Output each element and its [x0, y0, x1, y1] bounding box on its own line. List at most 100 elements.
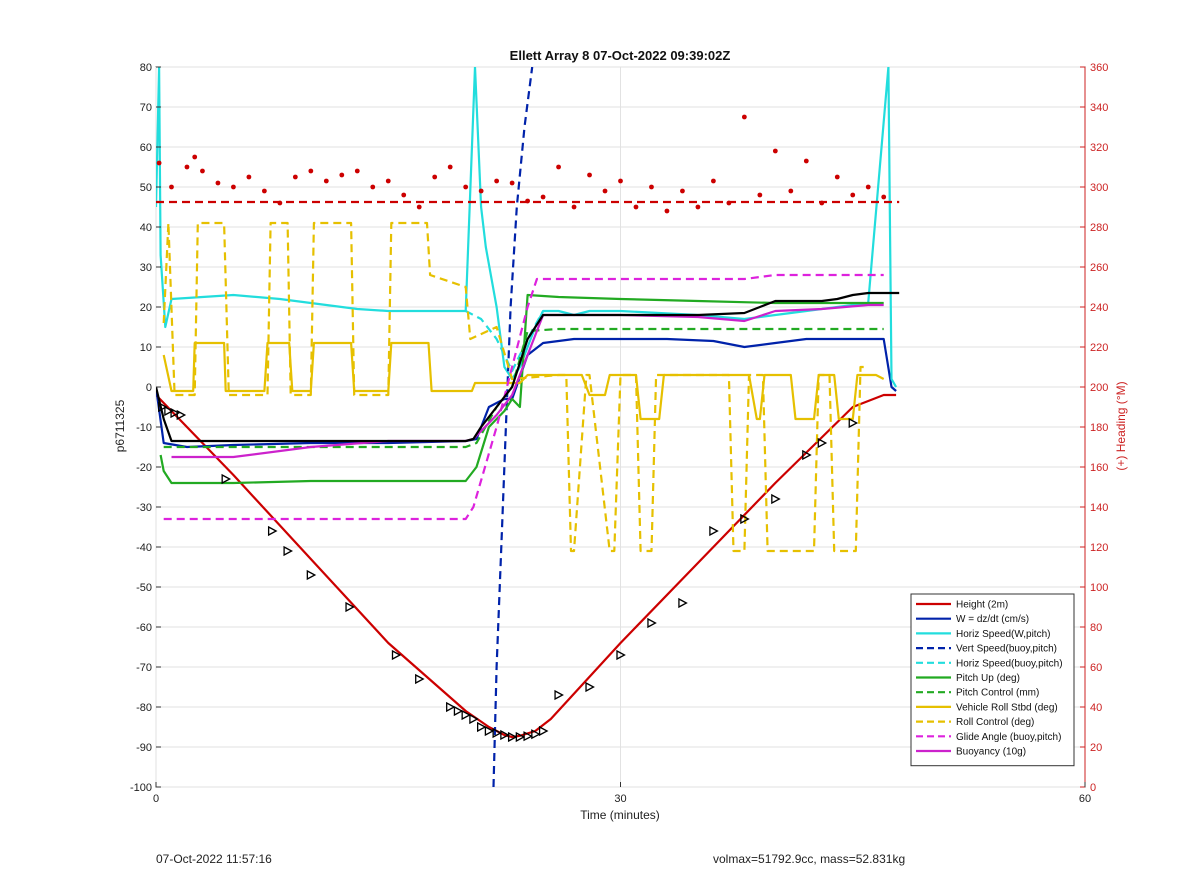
y-axis-label-right: (+) Heading (°M) — [1114, 381, 1128, 470]
y-right-tick-label: 0 — [1090, 782, 1096, 794]
marker-point — [415, 673, 425, 685]
marker-point — [500, 729, 510, 741]
marker-point — [164, 405, 174, 417]
y-tick-label: -40 — [136, 542, 152, 554]
marker-point — [771, 493, 781, 505]
heading-point — [509, 180, 515, 186]
y-right-tick-label: 20 — [1090, 742, 1102, 754]
marker-point — [477, 721, 487, 733]
y-right-tick-label: 320 — [1090, 142, 1108, 154]
heading-point — [447, 164, 453, 170]
heading-point — [602, 188, 608, 194]
y-tick-label: 40 — [140, 222, 152, 234]
heading-point — [169, 184, 174, 190]
legend-entry: Glide Angle (buoy,pitch) — [956, 732, 1061, 743]
marker-point — [484, 725, 495, 737]
marker-point — [461, 709, 472, 721]
marker-point — [221, 473, 232, 485]
y-tick-label: -50 — [136, 582, 152, 594]
series-vehicle-roll-stbd-deg — [162, 341, 885, 421]
marker-point — [585, 681, 595, 693]
series-horiz-speed-w-pitch — [156, 67, 898, 388]
marker-point — [523, 731, 533, 742]
marker-point — [391, 649, 402, 661]
heading-point — [192, 154, 198, 160]
heading-point — [401, 192, 407, 198]
y-tick-label: 70 — [140, 102, 152, 114]
x-tick-label: 60 — [1079, 793, 1091, 805]
marker-point — [158, 401, 168, 413]
y-tick-label: 30 — [140, 262, 152, 274]
marker-point — [740, 513, 750, 525]
heading-point — [695, 204, 701, 210]
x-axis-label: Time (minutes) — [580, 808, 660, 822]
y-right-tick-label: 140 — [1090, 502, 1108, 514]
marker-point — [817, 437, 828, 449]
marker-point — [538, 725, 549, 737]
y-tick-label: -80 — [136, 702, 152, 714]
heading-point — [540, 194, 546, 200]
footer-summary: volmax=51792.9cc, mass=52.831kg — [713, 852, 906, 866]
heading-point — [432, 174, 438, 180]
marker-point — [507, 731, 518, 743]
heading-point — [463, 184, 469, 190]
y-right-tick-label: 120 — [1090, 542, 1108, 554]
y-right-tick-label: 160 — [1090, 462, 1108, 474]
legend-entry: Buoyancy (10g) — [956, 747, 1026, 758]
heading-point — [200, 168, 205, 174]
legend-entry: Horiz Speed(W,pitch) — [956, 629, 1050, 640]
heading-point — [850, 192, 856, 198]
heading-point — [865, 184, 871, 190]
heading-point — [215, 180, 221, 186]
heading-point — [494, 178, 500, 184]
heading-point — [478, 188, 484, 194]
marker-point — [283, 545, 293, 557]
marker-point — [647, 617, 657, 629]
marker-point — [531, 729, 541, 740]
legend-entry: Vert Speed(buoy,pitch) — [956, 644, 1057, 655]
grid — [155, 66, 1086, 788]
heading-point — [339, 172, 345, 178]
y-right-tick-label: 300 — [1090, 182, 1108, 194]
series-layer — [156, 67, 900, 787]
legend-entry: Pitch Control (mm) — [956, 688, 1039, 699]
heading-point — [354, 168, 360, 174]
marker-point — [267, 525, 278, 537]
y-tick-label: 10 — [140, 342, 152, 354]
marker-point — [170, 407, 180, 419]
series-horiz-speed-buoy-pitch — [465, 310, 545, 373]
y-tick-label: 0 — [146, 382, 152, 394]
heading-point — [556, 164, 561, 170]
y-right-tick-label: 360 — [1090, 62, 1108, 74]
marker-point — [515, 731, 526, 743]
heading-point — [772, 148, 778, 154]
heading-point — [587, 172, 592, 178]
heading-point — [292, 174, 298, 180]
marker-point — [678, 597, 688, 609]
y-tick-label: 20 — [140, 302, 152, 314]
marker-point — [616, 649, 626, 661]
y-right-tick-label: 60 — [1090, 662, 1102, 674]
heading-point — [649, 184, 654, 190]
y-right-tick-label: 180 — [1090, 422, 1108, 434]
heading-point — [156, 160, 162, 166]
heading-point — [680, 188, 685, 194]
heading-point — [788, 188, 794, 194]
y-right-tick-label: 280 — [1090, 222, 1108, 234]
y-right-tick-label: 260 — [1090, 262, 1108, 274]
marker-point — [176, 409, 187, 421]
marker-point — [848, 417, 859, 429]
y-axis-label: p6711325 — [113, 399, 127, 452]
legend-entry: Vehicle Roll Stbd (deg) — [956, 702, 1058, 713]
heading-point — [881, 194, 887, 200]
heading-point — [711, 178, 716, 184]
marker-point — [492, 727, 503, 739]
series-pitch-up-deg — [159, 293, 884, 485]
legend-entry: W = dz/dt (cm/s) — [956, 614, 1029, 625]
marker-point — [554, 689, 564, 701]
marker-point — [453, 705, 464, 717]
y-tick-label: 80 — [140, 62, 152, 74]
heading-point — [618, 178, 623, 184]
heading-point — [323, 178, 329, 184]
